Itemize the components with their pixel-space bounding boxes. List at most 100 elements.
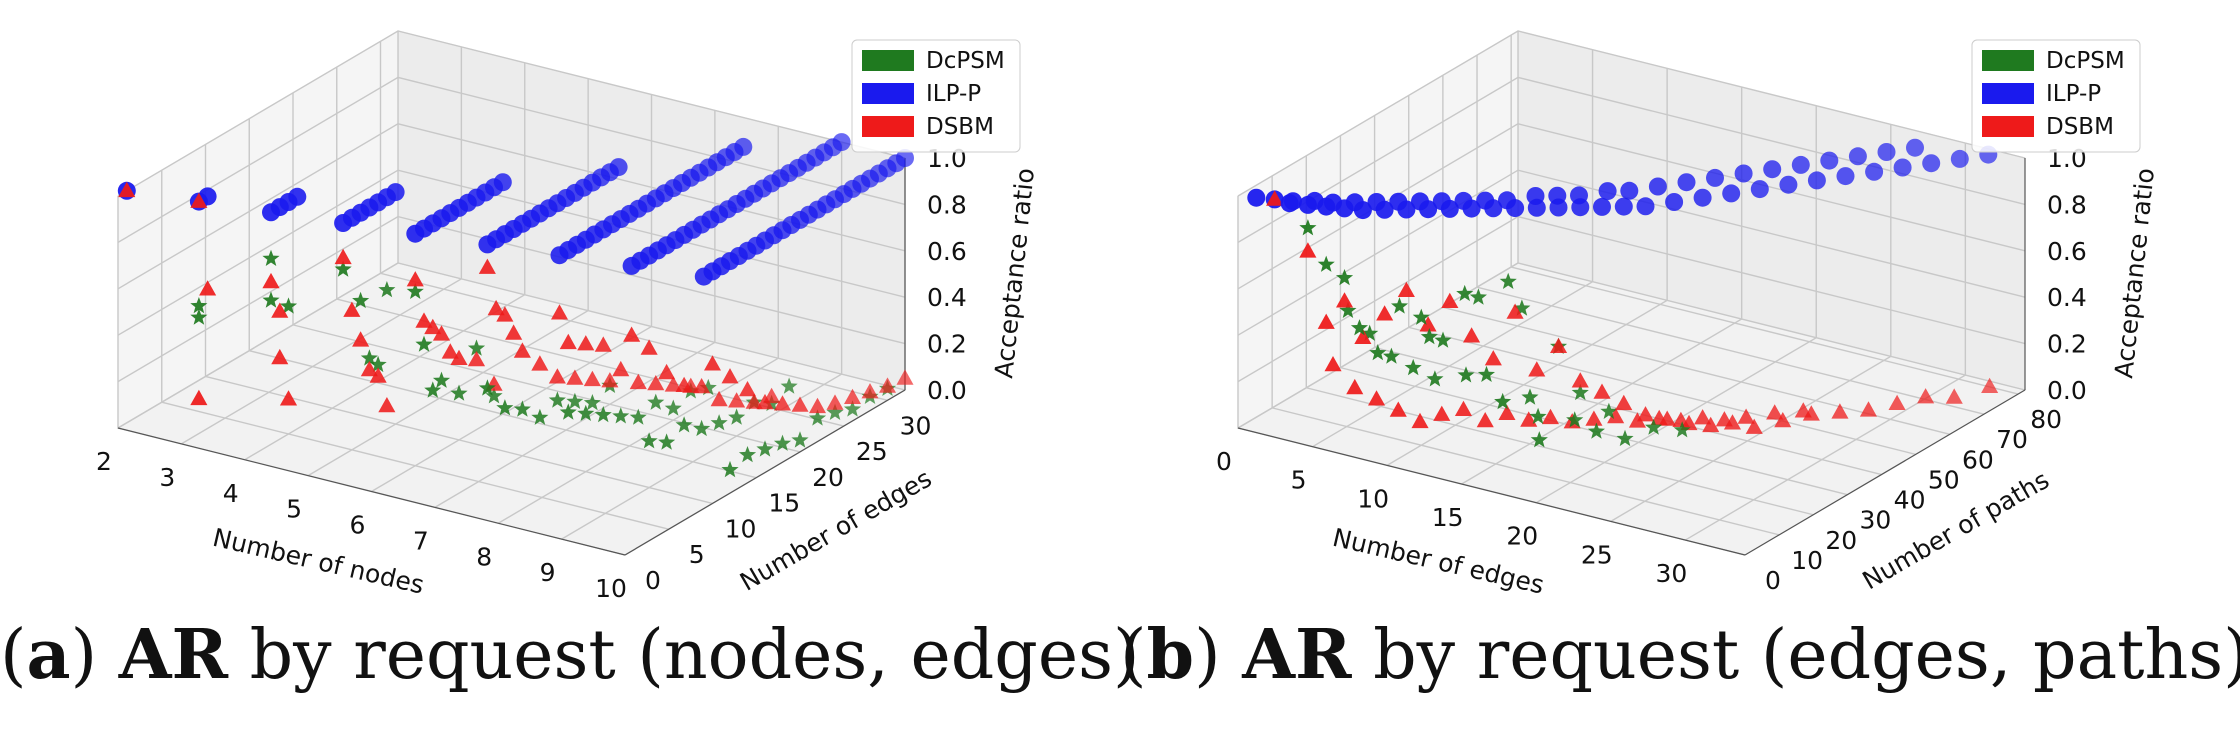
- point-dcpsm: [1513, 299, 1531, 316]
- y-tick-label: 10: [1791, 546, 1823, 575]
- point-dsbm: [199, 280, 217, 296]
- point-dsbm: [1354, 328, 1372, 344]
- point-dsbm: [896, 369, 914, 385]
- point-ilp-p: [1614, 197, 1633, 216]
- point-dcpsm: [190, 297, 208, 314]
- point-dsbm: [1585, 410, 1603, 426]
- z-axis-label: Acceptance ratio: [2109, 167, 2160, 380]
- point-ilp-p: [622, 256, 641, 275]
- point-dcpsm: [513, 400, 531, 417]
- point-ilp-p: [1280, 194, 1299, 213]
- point-dsbm: [513, 342, 531, 358]
- point-ilp-p: [1648, 177, 1667, 196]
- point-dcpsm: [773, 434, 792, 451]
- caption-b: (b) AR by request (edges, paths): [1120, 615, 2240, 695]
- point-dcpsm: [369, 355, 387, 373]
- point-dsbm: [1723, 414, 1741, 430]
- point-dcpsm: [658, 433, 676, 450]
- point-dsbm: [1628, 412, 1646, 428]
- y-tick-label: 70: [1996, 425, 2028, 454]
- point-dcpsm: [1426, 370, 1444, 387]
- point-dsbm: [1917, 388, 1935, 404]
- z-tick-label: 0.2: [927, 330, 967, 359]
- point-ilp-p: [1848, 147, 1867, 166]
- x-tick-label: 25: [1581, 540, 1613, 569]
- point-ilp-p: [1549, 198, 1568, 217]
- point-ilp-p: [1665, 193, 1684, 211]
- point-ilp-p: [694, 267, 713, 286]
- point-dcpsm: [647, 393, 665, 410]
- point-dsbm: [809, 397, 826, 414]
- y-tick-label: 30: [1860, 506, 1892, 535]
- z-axis-label: Acceptance ratio: [989, 167, 1040, 380]
- point-dsbm: [467, 351, 486, 367]
- legend-swatch-ilp-p: [862, 83, 914, 104]
- y-tick-label: 80: [2030, 405, 2062, 434]
- point-dsbm: [1680, 414, 1698, 431]
- z-tick-label: 0.8: [2047, 190, 2087, 219]
- legend-swatch-dsbm: [1982, 116, 2034, 137]
- point-dsbm: [1888, 394, 1906, 410]
- point-dsbm: [1454, 400, 1472, 416]
- z-gridline: [1237, 169, 2026, 336]
- point-dsbm: [774, 395, 791, 411]
- point-dcpsm: [432, 371, 451, 388]
- point-dcpsm: [1457, 366, 1475, 383]
- z-tick-label: 0.0: [927, 376, 967, 405]
- axes: [117, 158, 906, 556]
- point-ilp-p: [1571, 198, 1590, 217]
- point-dcpsm: [728, 408, 746, 425]
- y-tick-label: 25: [856, 437, 888, 466]
- point-ilp-p: [406, 224, 425, 243]
- caption-a-open: (: [0, 616, 27, 695]
- point-dsbm: [710, 390, 728, 407]
- point-dcpsm: [699, 378, 717, 396]
- point-dsbm: [1802, 405, 1820, 421]
- point-dcpsm: [664, 399, 682, 416]
- panel-b: 0 5 10 15 20 25 30 0 10 20 30 40 50 60 70 80 0.0 0.2 0.4 0.…: [1120, 0, 2240, 735]
- legend: DcPSM ILP-P DSBM: [1971, 39, 2141, 153]
- point-dsbm: [1376, 305, 1394, 321]
- point-dsbm: [505, 324, 523, 340]
- point-dcpsm: [415, 335, 433, 352]
- point-dsbm: [566, 369, 584, 385]
- point-dsbm: [1766, 404, 1784, 420]
- y-tick-label: 30: [900, 411, 932, 440]
- x-tick-label: 10: [595, 574, 627, 603]
- point-dsbm: [693, 378, 711, 394]
- point-dcpsm: [594, 406, 612, 423]
- point-dcpsm: [1339, 301, 1357, 318]
- point-dcpsm: [559, 403, 577, 420]
- point-ilp-p: [1791, 155, 1810, 174]
- x-tick-label: 2: [96, 447, 112, 476]
- point-dsbm: [658, 363, 676, 380]
- point-dcpsm: [1361, 324, 1379, 341]
- point-dsbm: [1336, 292, 1354, 308]
- point-dsbm: [601, 372, 619, 388]
- point-ilp-p: [1397, 200, 1416, 219]
- caption-b-bold: AR: [1242, 615, 1352, 695]
- y-tick-label: 10: [725, 514, 757, 543]
- point-dsbm: [415, 312, 433, 328]
- point-dsbm: [424, 318, 442, 335]
- point-dsbm: [279, 390, 298, 406]
- y-tick-label: 50: [1928, 465, 1960, 494]
- point-dsbm: [675, 376, 693, 392]
- point-dsbm: [1745, 418, 1763, 434]
- point-ilp-p: [334, 214, 353, 232]
- point-dsbm: [745, 393, 763, 409]
- point-dsbm: [1463, 327, 1481, 343]
- point-ilp-p: [1440, 199, 1459, 218]
- point-dsbm: [1541, 408, 1559, 425]
- point-dsbm: [826, 394, 844, 410]
- point-dcpsm: [485, 387, 503, 404]
- x-tick-label: 9: [540, 558, 556, 587]
- point-ilp-p: [1950, 149, 1969, 168]
- caption-a: (a) AR by request (nodes, edges): [0, 615, 1140, 695]
- point-ilp-p: [1922, 154, 1941, 173]
- point-dsbm: [623, 326, 641, 342]
- point-dcpsm: [577, 404, 595, 421]
- point-dcpsm: [1600, 402, 1618, 419]
